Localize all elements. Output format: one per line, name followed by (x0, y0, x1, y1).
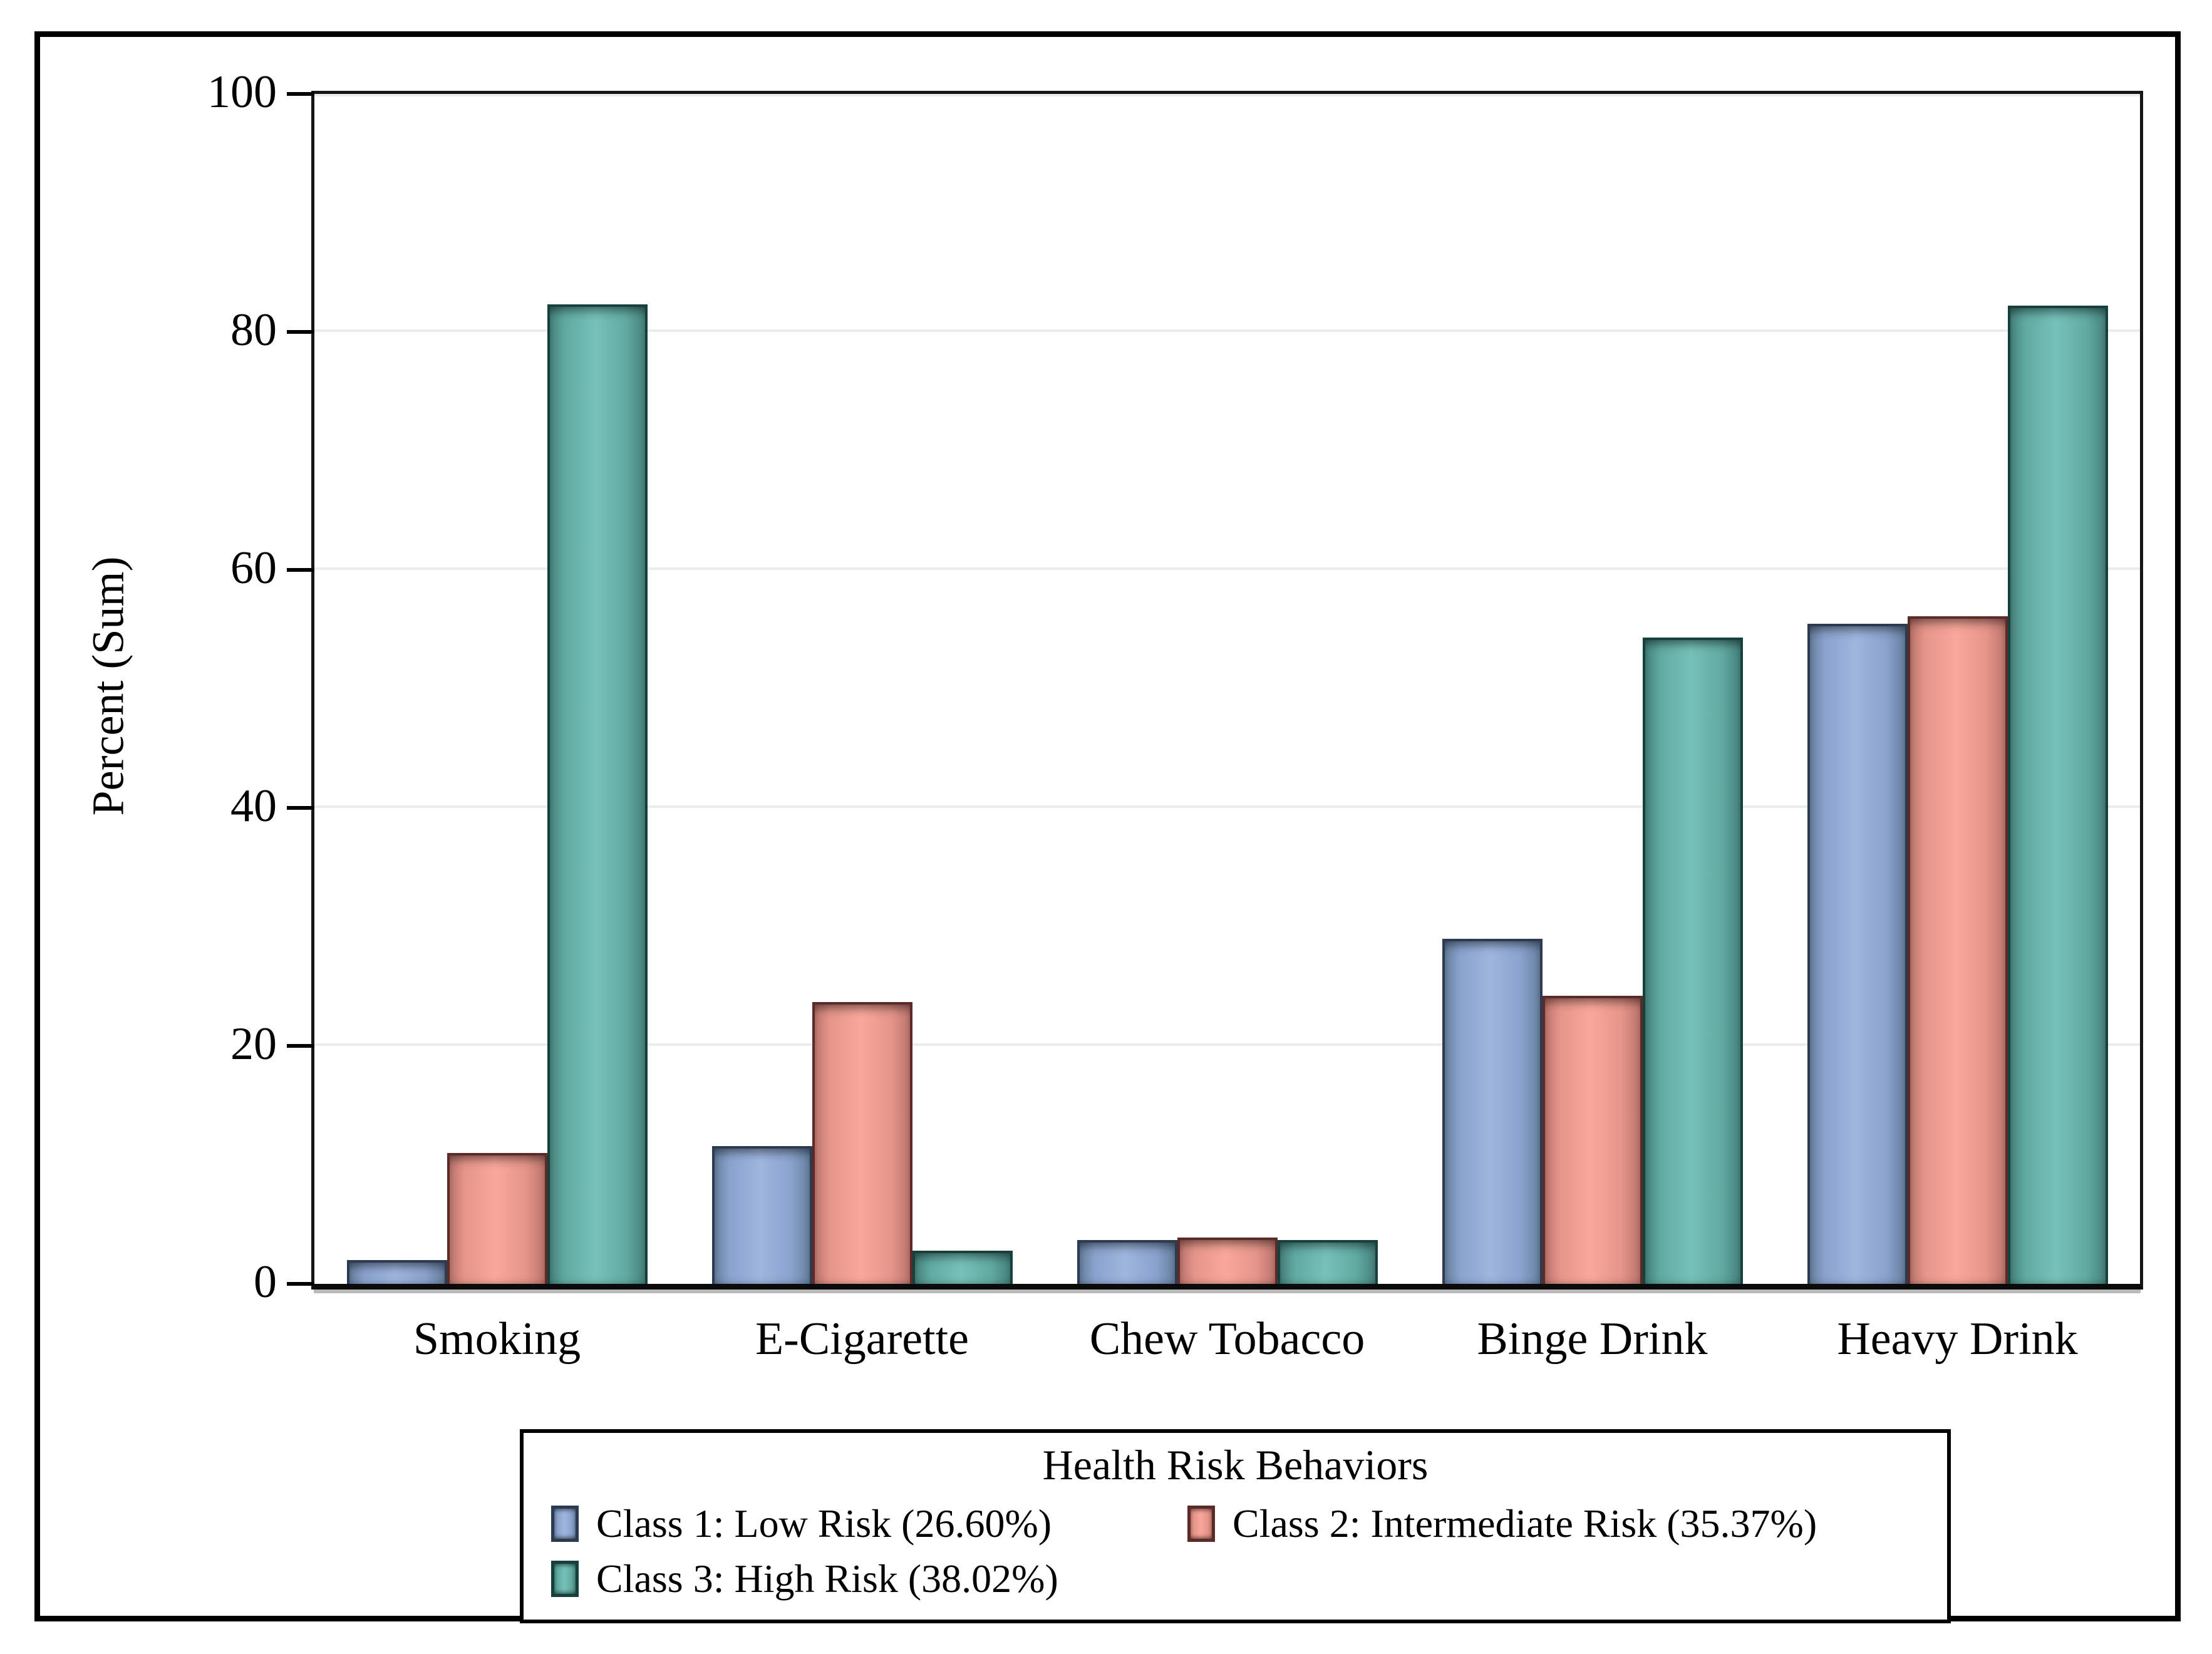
bar-class2-Heavy Drink (1907, 616, 2008, 1284)
bar-class2-Smoking (447, 1153, 547, 1284)
legend-row: Class 1: Low Risk (26.60%) Class 2: Inte… (551, 1504, 1920, 1544)
bars (346, 94, 648, 1284)
bar-class1-Binge Drink (1442, 939, 1543, 1284)
class2-swatch-icon (1187, 1506, 1216, 1543)
plot-area: Smoking E-Cigarette Chew Tobacco Binge Drin… (311, 91, 2143, 1365)
bars (1442, 94, 1743, 1284)
bar-group-Smoking: Smoking (314, 94, 680, 1365)
legend-item-class1: Class 1: Low Risk (26.60%) (551, 1504, 1187, 1544)
bar-group-Chew Tobacco: Chew Tobacco (1045, 94, 1410, 1365)
x-category-label: E-Cigarette (755, 1313, 969, 1365)
gridline-80 (314, 329, 2140, 332)
bars (1077, 94, 1378, 1284)
gridline-40 (314, 805, 2140, 808)
x-category-label: Binge Drink (1477, 1313, 1708, 1365)
bar-class3-E-Cigarette (912, 1250, 1013, 1284)
class1-swatch-icon (551, 1506, 579, 1543)
bars (711, 94, 1013, 1284)
class3-swatch-icon (551, 1560, 579, 1597)
bar-class2-E-Cigarette (812, 1001, 912, 1284)
gridline-60 (314, 567, 2140, 570)
legend: Health Risk Behaviors Class 1: Low Risk … (520, 1429, 1951, 1623)
y-axis-title-text: Percent (Sum) (83, 556, 133, 815)
y-axis-title: Percent (Sum) (74, 91, 143, 1281)
bar-class3-Chew Tobacco (1277, 1239, 1378, 1284)
bar-class3-Heavy Drink (2007, 306, 2108, 1284)
legend-row: Class 3: High Risk (38.02%) (551, 1556, 1920, 1601)
legend-item-class2: Class 2: Intermediate Risk (35.37%) (1187, 1504, 1817, 1544)
legend-item-class3: Class 3: High Risk (38.02%) (551, 1556, 1187, 1601)
x-category-label: Chew Tobacco (1089, 1313, 1365, 1365)
legend-item-label: Class 1: Low Risk (26.60%) (596, 1501, 1052, 1546)
legend-title: Health Risk Behaviors (1042, 1441, 1429, 1489)
bar-group-Binge Drink: Binge Drink (1410, 94, 1775, 1365)
bar-class1-Smoking (346, 1260, 447, 1284)
gridline-100 (314, 94, 2140, 96)
legend-item-label: Class 3: High Risk (38.02%) (596, 1556, 1058, 1601)
groups: Smoking E-Cigarette Chew Tobacco Binge Drin… (314, 94, 2140, 1365)
bar-class3-Binge Drink (1642, 638, 1743, 1284)
legend-item-label: Class 2: Intermediate Risk (35.37%) (1233, 1501, 1817, 1546)
bar-class3-Smoking (547, 304, 648, 1284)
bar-class1-Chew Tobacco (1077, 1239, 1177, 1284)
bar-group-Heavy Drink: Heavy Drink (1775, 94, 2140, 1365)
bar-class1-Heavy Drink (1807, 623, 1908, 1284)
gridline-20 (314, 1043, 2140, 1046)
bars (1807, 94, 2108, 1284)
legend-rows: Class 1: Low Risk (26.60%) Class 2: Inte… (551, 1489, 1920, 1613)
bar-class1-E-Cigarette (711, 1145, 812, 1284)
x-category-label: Smoking (413, 1313, 581, 1365)
bar-class2-Chew Tobacco (1177, 1237, 1278, 1284)
bar-class2-Binge Drink (1542, 996, 1643, 1284)
bar-group-E-Cigarette: E-Cigarette (680, 94, 1045, 1365)
x-category-label: Heavy Drink (1837, 1313, 2078, 1365)
